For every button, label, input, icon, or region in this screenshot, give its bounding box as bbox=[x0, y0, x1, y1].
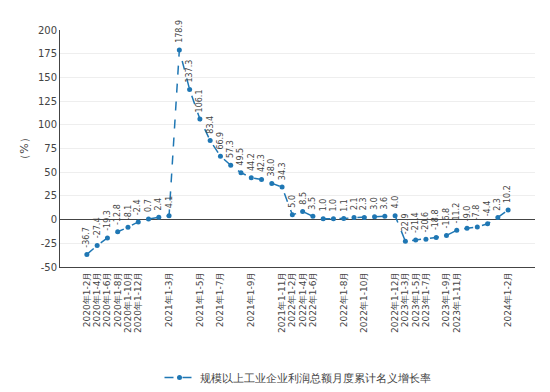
svg-text:2.4: 2.4 bbox=[154, 198, 163, 211]
svg-text:-16.8: -16.8 bbox=[442, 208, 451, 229]
svg-text:-8.1: -8.1 bbox=[124, 205, 133, 221]
svg-text:2023年1-5月: 2023年1-5月 bbox=[411, 272, 421, 328]
svg-text:3.5: 3.5 bbox=[308, 197, 317, 210]
svg-text:44.2: 44.2 bbox=[247, 153, 256, 171]
svg-text:175: 175 bbox=[38, 48, 57, 59]
svg-text:2022年1-12月: 2022年1-12月 bbox=[390, 272, 400, 333]
svg-text:-22.9: -22.9 bbox=[401, 213, 410, 234]
svg-text:2022年1-6月: 2022年1-6月 bbox=[308, 272, 318, 328]
svg-text:-19.3: -19.3 bbox=[103, 210, 112, 231]
svg-text:2021年1-5月: 2021年1-5月 bbox=[195, 272, 205, 328]
svg-text:-12.8: -12.8 bbox=[113, 204, 122, 225]
svg-text:4.1: 4.1 bbox=[165, 196, 174, 209]
svg-text:1.1: 1.1 bbox=[340, 199, 349, 212]
svg-text:3.0: 3.0 bbox=[370, 197, 379, 210]
svg-text:2020年1-10月: 2020年1-10月 bbox=[123, 272, 133, 333]
svg-text:100: 100 bbox=[38, 119, 57, 130]
svg-text:0.7: 0.7 bbox=[144, 199, 153, 212]
svg-text:2021年1-7月: 2021年1-7月 bbox=[215, 272, 225, 328]
svg-text:2021年1-11月: 2021年1-11月 bbox=[277, 272, 287, 333]
svg-text:2023年1-3月: 2023年1-3月 bbox=[400, 272, 410, 328]
svg-text:2.1: 2.1 bbox=[350, 197, 359, 210]
svg-text:1.0: 1.0 bbox=[329, 199, 338, 212]
svg-text:-25: -25 bbox=[41, 238, 57, 249]
svg-text:4.0: 4.0 bbox=[391, 196, 400, 209]
svg-text:规模以上工业企业利润总额月度累计名义增长率: 规模以上工业企业利润总额月度累计名义增长率 bbox=[200, 372, 431, 385]
svg-text:2022年1-4月: 2022年1-4月 bbox=[298, 272, 308, 328]
svg-text:0: 0 bbox=[51, 214, 57, 225]
svg-text:2020年1-4月: 2020年1-4月 bbox=[92, 272, 102, 328]
svg-text:2023年1-11月: 2023年1-11月 bbox=[452, 272, 462, 333]
svg-text:-11.2: -11.2 bbox=[452, 203, 461, 224]
svg-text:-20.6: -20.6 bbox=[421, 212, 430, 233]
svg-text:-18.8: -18.8 bbox=[431, 209, 440, 230]
svg-text:2020年1-8月: 2020年1-8月 bbox=[113, 272, 123, 328]
svg-text:5.0: 5.0 bbox=[288, 195, 297, 208]
svg-text:-9.0: -9.0 bbox=[463, 206, 472, 222]
svg-text:2022年1-10月: 2022年1-10月 bbox=[359, 272, 369, 333]
svg-text:106.1: 106.1 bbox=[195, 90, 204, 113]
svg-text:-27.4: -27.4 bbox=[93, 218, 102, 239]
svg-text:25: 25 bbox=[44, 190, 57, 201]
svg-text:-21.4: -21.4 bbox=[411, 212, 420, 233]
svg-text:2024年1-2月: 2024年1-2月 bbox=[503, 272, 513, 328]
svg-text:3.6: 3.6 bbox=[380, 197, 389, 210]
svg-text:2.3: 2.3 bbox=[359, 197, 368, 210]
svg-text:125: 125 bbox=[38, 96, 57, 107]
svg-text:2.3: 2.3 bbox=[493, 198, 502, 211]
svg-text:66.9: 66.9 bbox=[216, 132, 225, 150]
svg-text:（%）: （%） bbox=[18, 132, 31, 164]
svg-text:42.3: 42.3 bbox=[257, 154, 266, 172]
svg-text:-4.4: -4.4 bbox=[483, 201, 492, 217]
svg-text:34.3: 34.3 bbox=[278, 162, 287, 180]
svg-text:83.4: 83.4 bbox=[206, 116, 215, 134]
svg-text:1.0: 1.0 bbox=[319, 199, 328, 212]
svg-text:-36.7: -36.7 bbox=[82, 227, 91, 248]
svg-text:49.5: 49.5 bbox=[236, 148, 245, 166]
svg-text:178.9: 178.9 bbox=[175, 20, 184, 43]
svg-text:50: 50 bbox=[44, 167, 57, 178]
svg-text:2022年1-8月: 2022年1-8月 bbox=[339, 272, 349, 328]
svg-text:-50: -50 bbox=[41, 262, 57, 273]
svg-text:150: 150 bbox=[38, 72, 57, 83]
svg-text:2021年1-3月: 2021年1-3月 bbox=[164, 272, 174, 328]
svg-text:10.2: 10.2 bbox=[503, 185, 512, 203]
svg-text:2021年1-9月: 2021年1-9月 bbox=[246, 272, 256, 328]
svg-text:57.3: 57.3 bbox=[226, 140, 235, 158]
svg-text:2023年1-9月: 2023年1-9月 bbox=[441, 272, 451, 328]
svg-text:8.5: 8.5 bbox=[299, 192, 308, 205]
svg-text:75: 75 bbox=[44, 143, 57, 154]
svg-text:2022年1-2月: 2022年1-2月 bbox=[287, 272, 297, 328]
svg-text:2020年1-2月: 2020年1-2月 bbox=[82, 272, 92, 328]
svg-text:200: 200 bbox=[38, 25, 57, 36]
svg-text:2020年1-6月: 2020年1-6月 bbox=[102, 272, 112, 328]
svg-text:2023年1-7月: 2023年1-7月 bbox=[421, 272, 431, 328]
svg-text:2020年1-12月: 2020年1-12月 bbox=[133, 272, 143, 333]
svg-text:-7.8: -7.8 bbox=[472, 205, 481, 221]
svg-text:-2.4: -2.4 bbox=[133, 200, 142, 216]
svg-text:137.3: 137.3 bbox=[185, 60, 194, 83]
svg-text:38.0: 38.0 bbox=[267, 159, 276, 177]
